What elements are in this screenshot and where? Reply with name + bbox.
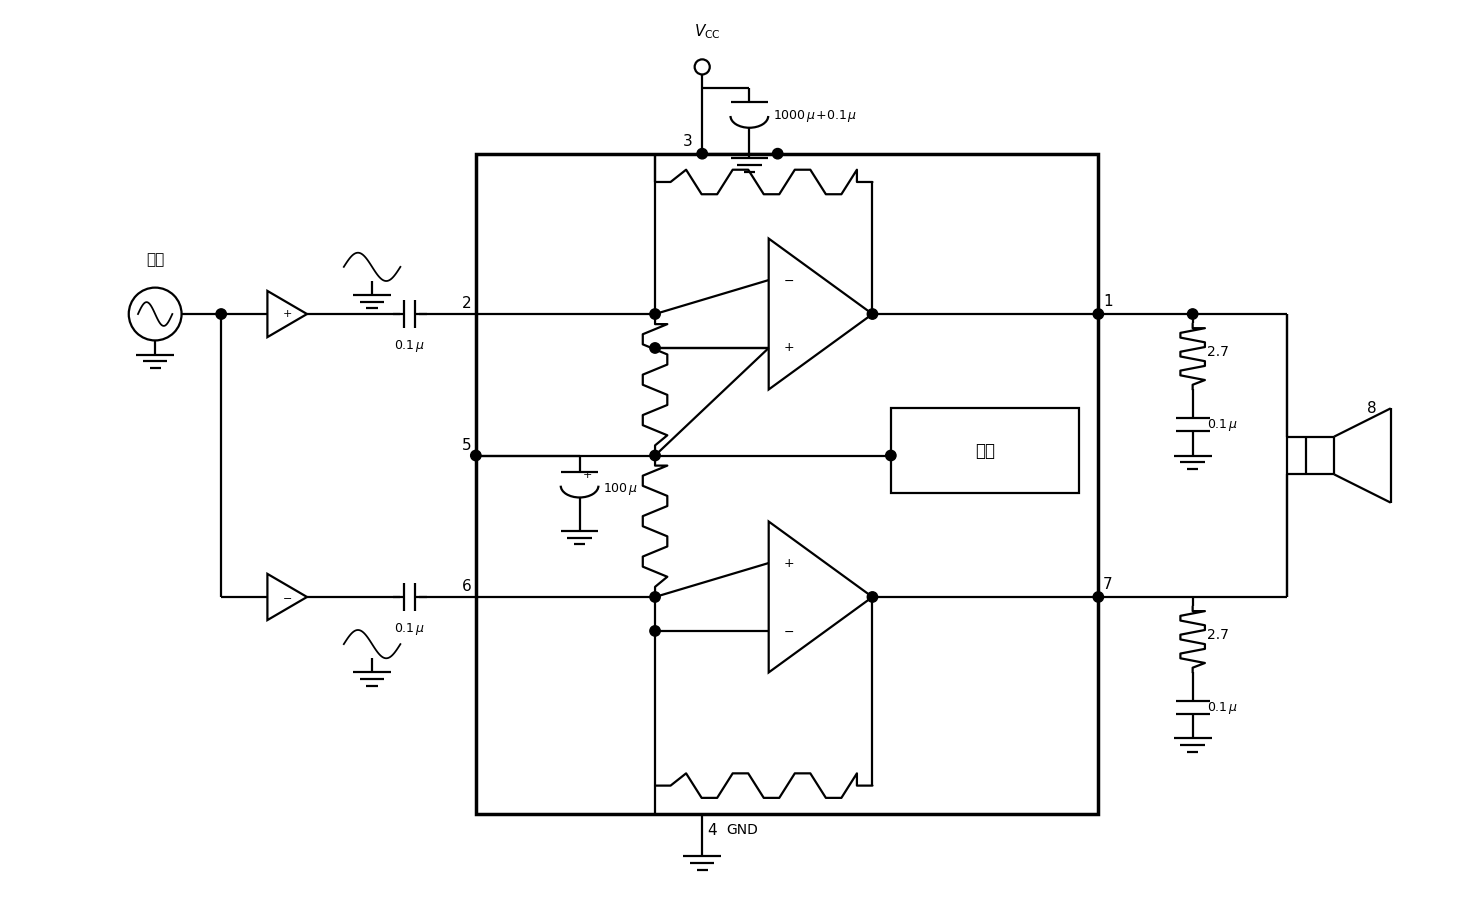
Text: $+$: $+$ (783, 557, 795, 569)
Circle shape (868, 592, 878, 602)
Text: 2.7: 2.7 (1207, 344, 1229, 359)
Circle shape (650, 626, 660, 636)
Text: $0.1\,\mu$: $0.1\,\mu$ (394, 338, 425, 353)
Text: +: + (282, 309, 292, 319)
Text: $1000\,\mu\!+\!0.1\,\mu$: $1000\,\mu\!+\!0.1\,\mu$ (773, 108, 858, 124)
Text: 5: 5 (462, 437, 470, 453)
Text: +: + (583, 470, 592, 480)
FancyBboxPatch shape (476, 154, 1099, 814)
Circle shape (216, 309, 226, 319)
Circle shape (650, 343, 660, 353)
Circle shape (773, 148, 783, 159)
Text: $-$: $-$ (282, 592, 292, 602)
Text: 3: 3 (684, 134, 693, 149)
Text: 4: 4 (707, 824, 716, 838)
Circle shape (885, 450, 896, 461)
Circle shape (650, 592, 660, 602)
Text: $0.1\,\mu$: $0.1\,\mu$ (394, 620, 425, 637)
Text: $V_{\rm CC}$: $V_{\rm CC}$ (694, 22, 720, 40)
Text: $0.1\,\mu$: $0.1\,\mu$ (1207, 417, 1237, 433)
Circle shape (650, 450, 660, 461)
Text: 2.7: 2.7 (1207, 628, 1229, 641)
Text: $100\,\mu$: $100\,\mu$ (603, 480, 638, 496)
Circle shape (650, 309, 660, 319)
Text: 输入: 输入 (146, 251, 164, 267)
Text: $-$: $-$ (783, 273, 793, 287)
Text: $+$: $+$ (783, 342, 795, 354)
Text: $-$: $-$ (783, 624, 793, 638)
Text: $0.1\,\mu$: $0.1\,\mu$ (1207, 700, 1237, 716)
Text: 偏置: 偏置 (974, 442, 995, 460)
Circle shape (1093, 592, 1103, 602)
Circle shape (868, 309, 878, 319)
Circle shape (1188, 309, 1198, 319)
Text: 2: 2 (462, 296, 470, 312)
Text: 6: 6 (462, 579, 470, 594)
Text: 7: 7 (1103, 578, 1113, 592)
Text: 1: 1 (1103, 294, 1113, 310)
Circle shape (1093, 309, 1103, 319)
Text: 8: 8 (1367, 401, 1376, 415)
Text: GND: GND (726, 824, 758, 837)
Circle shape (470, 450, 481, 461)
Circle shape (697, 148, 707, 159)
FancyBboxPatch shape (891, 408, 1080, 493)
